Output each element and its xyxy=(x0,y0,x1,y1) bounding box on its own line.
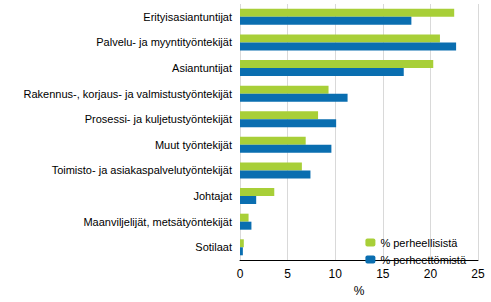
svg-text:Palvelu- ja myyntityöntekijät: Palvelu- ja myyntityöntekijät xyxy=(96,36,232,48)
svg-text:5: 5 xyxy=(284,267,291,281)
svg-text:Maanviljelijät, metsätyöntekij: Maanviljelijät, metsätyöntekijät xyxy=(83,216,232,228)
svg-text:%: % xyxy=(354,284,365,298)
svg-text:15: 15 xyxy=(376,267,390,281)
svg-text:Toimisto- ja asiakaspalvelutyö: Toimisto- ja asiakaspalvelutyöntekijät xyxy=(52,164,232,176)
svg-text:% perheellisistä: % perheellisistä xyxy=(380,237,458,249)
svg-text:Asiantuntijat: Asiantuntijat xyxy=(172,62,232,74)
svg-text:% perheettömistä: % perheettömistä xyxy=(380,254,466,266)
svg-text:Erityisasiantuntijat: Erityisasiantuntijat xyxy=(143,11,232,23)
svg-text:Johtajat: Johtajat xyxy=(193,190,232,202)
svg-text:10: 10 xyxy=(329,267,343,281)
svg-text:20: 20 xyxy=(424,267,438,281)
svg-text:0: 0 xyxy=(237,267,244,281)
svg-text:Prosessi- ja kuljetustyöntekij: Prosessi- ja kuljetustyöntekijät xyxy=(85,113,232,125)
svg-text:Rakennus-, korjaus- ja valmist: Rakennus-, korjaus- ja valmistustyönteki… xyxy=(24,88,232,100)
svg-text:25: 25 xyxy=(471,267,485,281)
svg-text:Sotilaat: Sotilaat xyxy=(195,241,232,253)
svg-text:Muut työntekijät: Muut työntekijät xyxy=(155,139,232,151)
